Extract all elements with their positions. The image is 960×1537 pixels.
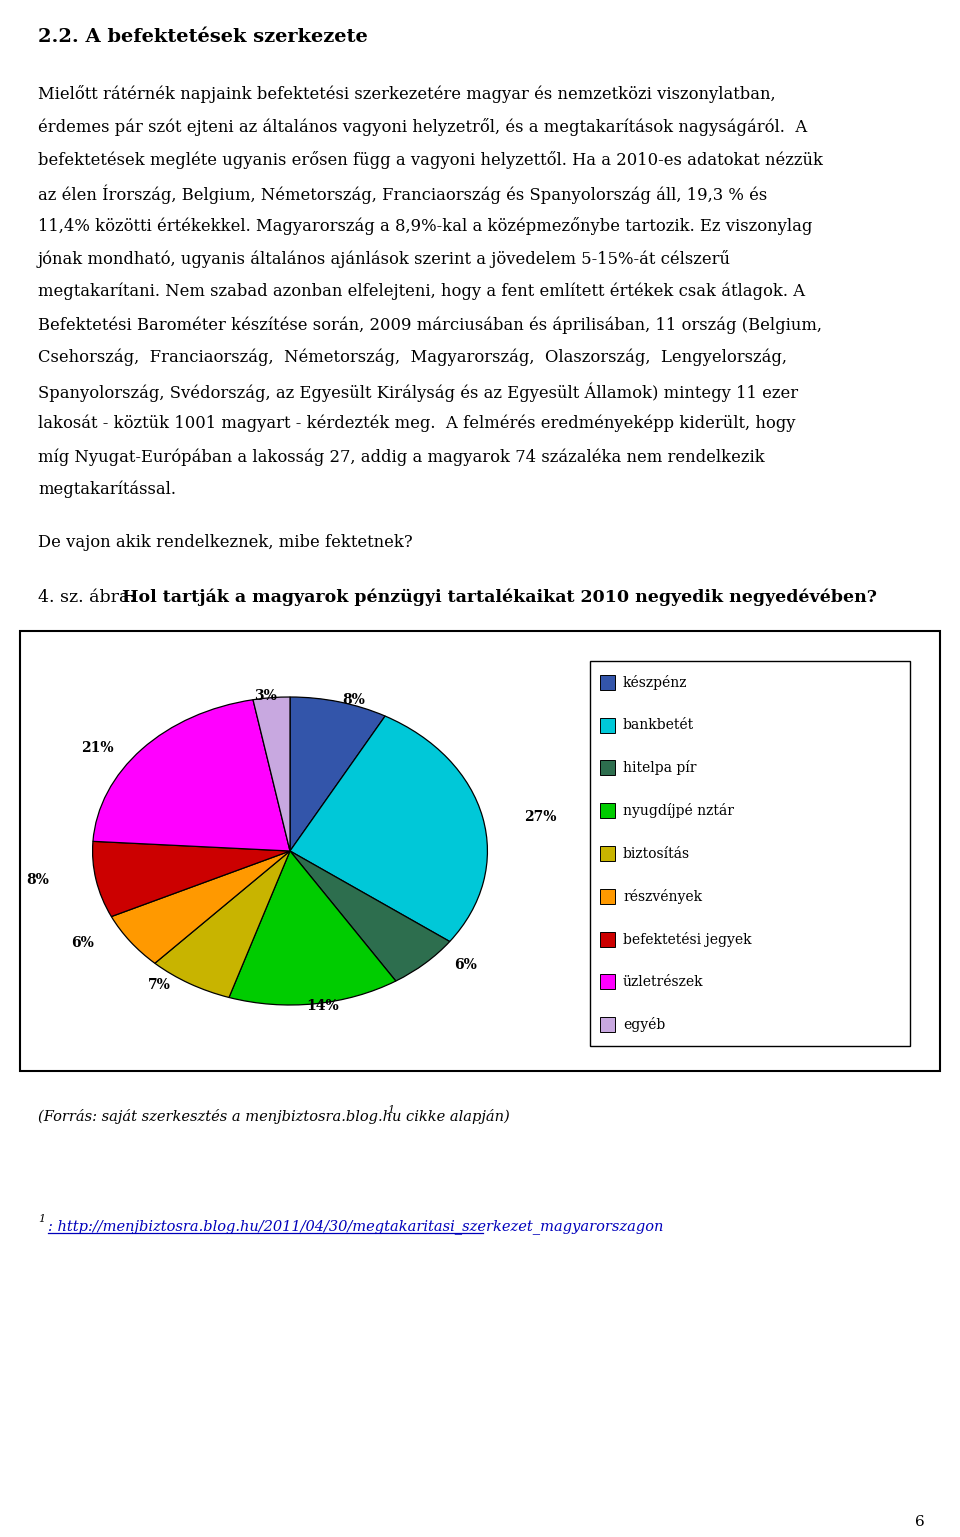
- Text: 21%: 21%: [82, 741, 114, 755]
- Text: 6%: 6%: [454, 958, 477, 971]
- Text: megtakarítással.: megtakarítással.: [38, 481, 176, 498]
- Wedge shape: [290, 851, 449, 981]
- Text: 6: 6: [915, 1515, 925, 1529]
- Bar: [590, 661, 910, 1047]
- Wedge shape: [229, 851, 396, 1005]
- Bar: [600, 718, 615, 733]
- Text: (Forrás: saját szerkesztés a menjbiztosra.blog.hu cikke alapján): (Forrás: saját szerkesztés a menjbiztosr…: [38, 1110, 510, 1124]
- Text: lakosát - köztük 1001 magyart - kérdezték meg.  A felmérés eredményeképp kiderül: lakosát - köztük 1001 magyart - kérdezté…: [38, 415, 796, 432]
- Text: 8%: 8%: [27, 873, 49, 887]
- Text: érdemes pár szót ejteni az általános vagyoni helyzetről, és a megtakarítások nag: érdemes pár szót ejteni az általános vag…: [38, 118, 807, 135]
- Text: 1: 1: [38, 1214, 45, 1223]
- Text: 1: 1: [387, 1105, 394, 1114]
- Text: nyugdíjpé nztár: nyugdíjpé nztár: [623, 804, 734, 818]
- Text: De vajon akik rendelkeznek, mibe fektetnek?: De vajon akik rendelkeznek, mibe fektetn…: [38, 533, 413, 550]
- Text: 2.2. A befektetések szerkezete: 2.2. A befektetések szerkezete: [38, 28, 368, 46]
- Wedge shape: [290, 696, 385, 851]
- Text: 8%: 8%: [343, 693, 365, 707]
- Bar: [600, 845, 615, 861]
- Bar: [600, 931, 615, 947]
- Text: egyéb: egyéb: [623, 1017, 665, 1033]
- Text: bankbetét: bankbetét: [623, 718, 694, 732]
- Bar: [600, 675, 615, 690]
- Text: Mielőtt rátérnék napjaink befektetési szerkezetére magyar és nemzetközi viszonyl: Mielőtt rátérnék napjaink befektetési sz…: [38, 85, 776, 103]
- Bar: [600, 974, 615, 990]
- Text: 27%: 27%: [524, 810, 557, 824]
- Bar: [600, 804, 615, 818]
- Bar: [600, 761, 615, 776]
- Text: Csehország,  Franciaország,  Németország,  Magyarország,  Olaszország,  Lengyelo: Csehország, Franciaország, Németország, …: [38, 349, 787, 366]
- Text: befektetések megléte ugyanis erősen függ a vagyoni helyzettől. Ha a 2010-es adat: befektetések megléte ugyanis erősen függ…: [38, 151, 823, 169]
- Text: 4. sz. ábra:: 4. sz. ábra:: [38, 589, 135, 606]
- Text: Befektetési Barométer készítése során, 2009 márciusában és áprilisában, 11 orszá: Befektetési Barométer készítése során, 2…: [38, 317, 822, 334]
- Text: Spanyolország, Svédország, az Egyesült Királyság és az Egyesült Államok) mintegy: Spanyolország, Svédország, az Egyesült K…: [38, 383, 798, 401]
- Text: míg Nyugat-Európában a lakosság 27, addig a magyarok 74 százaléka nem rendelkezi: míg Nyugat-Európában a lakosság 27, addi…: [38, 447, 765, 466]
- Wedge shape: [93, 699, 290, 851]
- Wedge shape: [111, 851, 290, 964]
- Text: részvények: részvények: [623, 888, 702, 904]
- Text: Hol tartják a magyarok pénzügyi tartalékaikat 2010 negyedik negyedévében?: Hol tartják a magyarok pénzügyi tartalék…: [122, 589, 876, 607]
- Text: 7%: 7%: [148, 979, 171, 993]
- Text: 3%: 3%: [254, 689, 277, 702]
- Text: 6%: 6%: [71, 936, 94, 950]
- Text: készpénz: készpénz: [623, 675, 687, 690]
- Wedge shape: [155, 851, 290, 998]
- Wedge shape: [290, 716, 488, 942]
- Text: hitelpa pír: hitelpa pír: [623, 761, 697, 776]
- Text: biztosítás: biztosítás: [623, 847, 690, 861]
- Bar: [600, 1017, 615, 1033]
- Bar: [20, 632, 940, 1071]
- Wedge shape: [253, 696, 290, 851]
- Text: befektetési jegyek: befektetési jegyek: [623, 931, 752, 947]
- Bar: [600, 888, 615, 904]
- Text: : http://menjbiztosra.blog.hu/2011/04/30/megtakaritasi_szerkezet_magyarorszagon: : http://menjbiztosra.blog.hu/2011/04/30…: [48, 1219, 663, 1234]
- Text: az élen Írország, Belgium, Németország, Franciaország és Spanyolország áll, 19,3: az élen Írország, Belgium, Németország, …: [38, 184, 767, 203]
- Text: megtakarítani. Nem szabad azonban elfelejteni, hogy a fent említett értékek csak: megtakarítani. Nem szabad azonban elfele…: [38, 283, 805, 301]
- Text: jónak mondható, ugyanis általános ajánlások szerint a jövedelem 5-15%-át célszer: jónak mondható, ugyanis általános ajánlá…: [38, 251, 731, 267]
- Text: 14%: 14%: [306, 999, 339, 1013]
- Wedge shape: [92, 841, 290, 916]
- Text: 11,4% közötti értékekkel. Magyarország a 8,9%-kal a középmezőnybe tartozik. Ez v: 11,4% közötti értékekkel. Magyarország a…: [38, 217, 812, 235]
- Text: üzletrészek: üzletrészek: [623, 974, 704, 988]
